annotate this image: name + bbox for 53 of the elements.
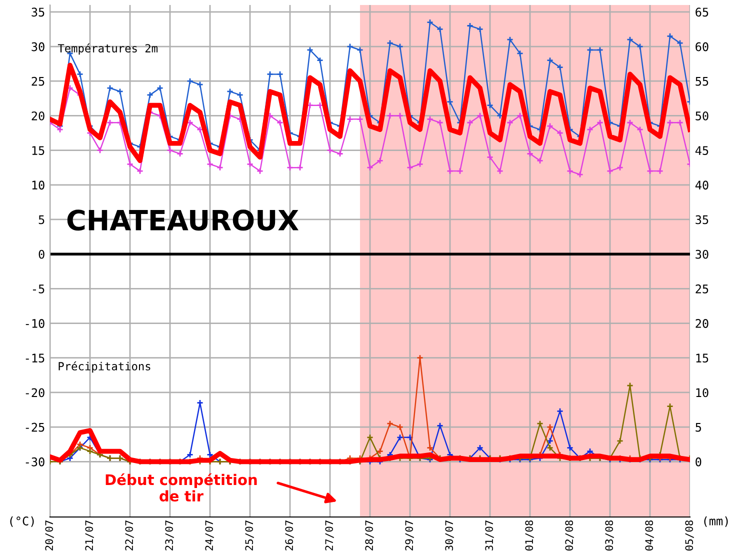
y2-tick-label: 0 — [696, 457, 702, 466]
x-tick-label: 01/08 — [525, 520, 534, 550]
y-tick-label: -30 — [26, 457, 44, 466]
annotation: Précipitations — [58, 361, 150, 373]
y-tick-label: 25 — [32, 76, 44, 86]
x-tick-label: 25/07 — [245, 520, 254, 550]
annotation: Début compétition de tir — [106, 473, 257, 502]
y2-tick-label: 50 — [696, 111, 708, 120]
x-tick-label: 23/07 — [165, 520, 174, 550]
x-tick-label: 29/07 — [405, 520, 414, 550]
x-tick-label: 21/07 — [85, 520, 94, 550]
x-tick-label: 22/07 — [125, 520, 134, 550]
y-axis-title: (°C) — [10, 516, 34, 527]
x-tick-label: 24/07 — [205, 520, 214, 550]
x-tick-label: 03/08 — [605, 520, 614, 550]
y-tick-label: -10 — [26, 319, 44, 328]
y2-tick-label: 25 — [696, 284, 708, 294]
y-tick-label: -5 — [32, 284, 44, 294]
y-tick-label: -15 — [26, 354, 44, 363]
y2-tick-label: 65 — [696, 8, 708, 17]
y2-tick-label: 35 — [696, 215, 708, 224]
y2-tick-label: 10 — [696, 388, 708, 398]
y2-tick-label: 60 — [696, 42, 708, 52]
y-tick-label: 10 — [32, 180, 44, 190]
annotation: Températures 2m — [58, 43, 158, 55]
x-tick-label: 04/08 — [645, 520, 654, 550]
y2-axis-title: (mm) — [704, 516, 728, 527]
y-tick-label: 35 — [32, 8, 44, 17]
y2-tick-label: 30 — [696, 250, 708, 259]
x-tick-label: 26/07 — [285, 520, 294, 550]
y2-tick-label: 40 — [695, 180, 708, 190]
y2-tick-label: 15 — [696, 354, 708, 363]
x-tick-label: 30/07 — [445, 520, 454, 550]
x-tick-label: 28/07 — [365, 520, 374, 550]
y-tick-label: 15 — [32, 146, 44, 155]
y2-tick-label: 20 — [696, 319, 708, 328]
annotation: CHATEAUROUX — [67, 210, 299, 231]
y-tick-label: 0 — [38, 250, 44, 259]
y2-tick-label: 5 — [696, 422, 702, 432]
x-tick-label: 02/08 — [565, 520, 574, 550]
x-tick-label: 20/07 — [45, 520, 54, 550]
y2-tick-label: 55 — [696, 77, 708, 86]
line-series — [50, 428, 690, 464]
y-tick-label: -25 — [26, 422, 44, 432]
y-tick-label: 20 — [32, 111, 44, 120]
x-tick-label: 31/07 — [485, 520, 494, 550]
x-tick-label: 27/07 — [325, 520, 334, 550]
y-tick-label: 30 — [32, 42, 44, 52]
line-series — [50, 62, 690, 164]
x-tick-label: 05/08 — [685, 520, 694, 550]
y-tick-label: -20 — [26, 388, 44, 398]
y2-tick-label: 45 — [695, 146, 708, 155]
y-tick-label: 5 — [38, 215, 44, 224]
